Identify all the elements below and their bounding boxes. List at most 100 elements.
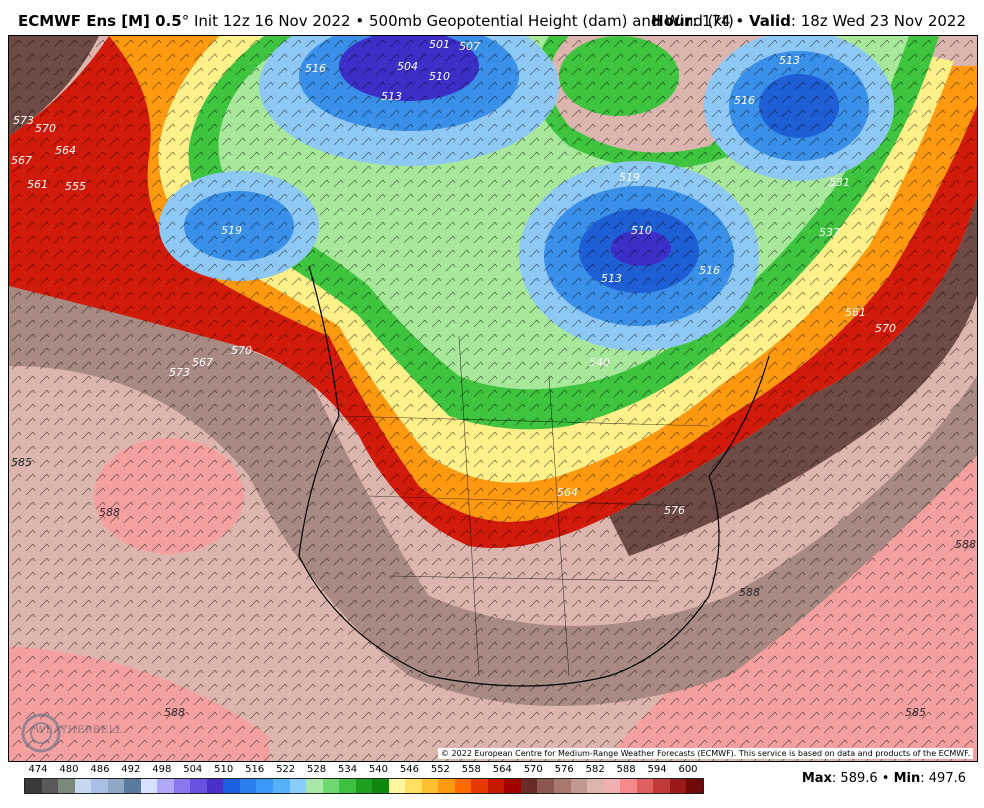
wind-barbs-layer: [9, 36, 977, 761]
scale-swatch: [339, 779, 356, 793]
max-label: Max: [801, 771, 832, 786]
scale-tick-label: 498: [152, 764, 172, 775]
scale-swatch: [620, 779, 637, 793]
scale-swatch: [504, 779, 521, 793]
contour-label: 513: [601, 272, 622, 285]
scale-swatch: [405, 779, 422, 793]
scale-tick-label: 546: [399, 764, 419, 775]
coastline: [298, 265, 770, 687]
scale-tick-label: 492: [121, 764, 141, 775]
scale-tick-label: 558: [461, 764, 481, 775]
contour-label: 510: [429, 70, 450, 83]
max-min-readout: Max: 589.6 • Min: 497.6: [802, 771, 966, 786]
scale-swatch: [669, 779, 687, 793]
contour-label: 585: [905, 706, 926, 719]
scale-tick-label: 582: [585, 764, 605, 775]
contour-label: 501: [429, 38, 450, 51]
scale-swatch: [157, 779, 174, 793]
contour-label: 540: [589, 356, 610, 369]
scale-swatch: [388, 779, 406, 793]
contour-label: 588: [164, 706, 185, 719]
scale-tick-label: 564: [492, 764, 512, 775]
scale-swatch: [107, 779, 125, 793]
scale-swatch: [520, 779, 538, 793]
contour-label: 573: [13, 114, 34, 127]
scale-swatch: [289, 779, 307, 793]
min-value: : 497.6: [920, 771, 966, 786]
scale-tick-label: 540: [368, 764, 389, 775]
contour-label: 564: [557, 486, 578, 499]
scale-swatch: [256, 779, 273, 793]
degree-symbol: °: [181, 12, 190, 30]
contour-label: 516: [699, 264, 720, 277]
contour-label: 588: [955, 538, 976, 551]
scale-tick-label: 576: [554, 764, 574, 775]
contour-label: 567: [11, 154, 32, 167]
scale-swatch: [421, 779, 439, 793]
weatherbell-logo: WEATHERBELL: [19, 709, 122, 755]
scale-tick-label: 570: [523, 764, 543, 775]
contour-label: 519: [619, 171, 640, 184]
scale-swatch: [25, 779, 42, 793]
map-canvas: 504 501 507 510 513 516 519 513 516 510 …: [9, 36, 977, 761]
logo-swirl-icon: [21, 713, 61, 753]
scale-swatch: [603, 779, 621, 793]
contour-label: 555: [65, 180, 86, 193]
contour-label: 567: [192, 356, 213, 369]
contour-label: 570: [875, 322, 896, 335]
color-scale-legend: 474 480 486 492 498 504 510 516 522 528 534 540 546 5…: [24, 764, 704, 804]
valid-time-info: Hour: 174 • Valid: 18z Wed 23 Nov 2022: [651, 12, 966, 30]
scale-swatch: [372, 779, 389, 793]
weather-map: 504 501 507 510 513 516 519 513 516 510 …: [8, 35, 978, 762]
scale-swatch: [306, 779, 323, 793]
scale-swatch: [74, 779, 92, 793]
scale-swatch: [653, 779, 670, 793]
contour-label: 588: [99, 506, 120, 519]
contour-label: 561: [27, 178, 48, 191]
scale-swatch: [140, 779, 158, 793]
scale-tick-label: 480: [59, 764, 79, 775]
scale-tick-label: 486: [90, 764, 110, 775]
scale-swatch: [537, 779, 554, 793]
scale-swatches: [24, 778, 704, 794]
scale-swatch: [355, 779, 373, 793]
min-label: Min: [893, 771, 921, 786]
contour-label: 585: [11, 456, 32, 469]
scale-tick-label: 510: [214, 764, 234, 775]
scale-swatch: [322, 779, 340, 793]
scale-tick-label: 552: [430, 764, 450, 775]
scale-swatch: [173, 779, 191, 793]
contour-label: 576: [664, 504, 685, 517]
hour-value: : 174: [692, 12, 731, 30]
contour-label: 570: [35, 122, 56, 135]
scale-tick-label: 600: [678, 764, 698, 775]
scale-tick-label: 522: [276, 764, 296, 775]
scale-swatch: [570, 779, 588, 793]
scale-tick-label: 474: [28, 764, 48, 775]
contour-label: 513: [779, 54, 800, 67]
title-separator-2: •: [735, 12, 745, 30]
scale-swatch: [471, 779, 488, 793]
scale-swatch: [41, 779, 59, 793]
scale-swatch: [91, 779, 108, 793]
scale-swatch: [206, 779, 224, 793]
chart-title: ECMWF Ens [M] 0.5° Init 12z 16 Nov 2022 …: [18, 12, 734, 30]
contour-label: 510: [631, 224, 652, 237]
scale-swatch: [223, 779, 240, 793]
scale-tick-label: 588: [616, 764, 636, 775]
copyright-notice: © 2022 European Centre for Medium-Range …: [438, 748, 973, 759]
scale-tick-label: 516: [245, 764, 265, 775]
scale-swatch: [487, 779, 505, 793]
init-time: Init 12z 16 Nov 2022: [194, 12, 351, 30]
valid-value: : 18z Wed 23 Nov 2022: [790, 12, 966, 30]
title-separator: •: [355, 12, 365, 30]
scale-swatch: [587, 779, 604, 793]
hour-label: Hour: [651, 12, 693, 30]
contour-label: 573: [169, 366, 190, 379]
max-value: : 589.6: [831, 771, 878, 786]
scale-tick-label: 528: [307, 764, 327, 775]
contour-label: 588: [739, 586, 760, 599]
contour-label: 531: [829, 176, 850, 189]
scale-swatch: [554, 779, 571, 793]
scale-swatch: [190, 779, 207, 793]
